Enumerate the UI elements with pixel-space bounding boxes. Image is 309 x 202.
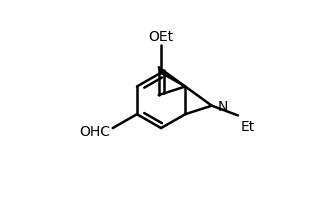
Text: OHC: OHC [79,125,110,139]
Text: OEt: OEt [149,29,174,43]
Text: Et: Et [240,119,255,133]
Text: N: N [218,99,228,113]
